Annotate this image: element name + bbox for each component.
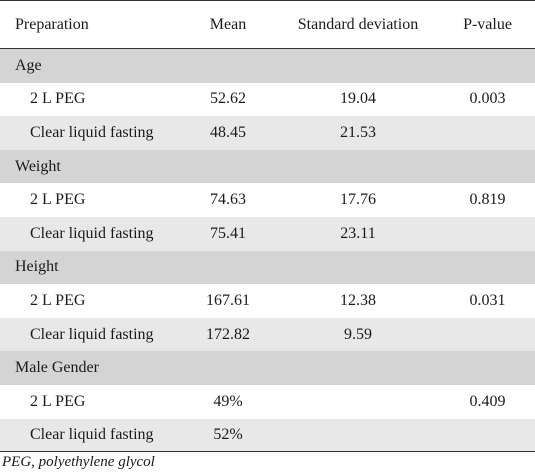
preparation-cell: Clear liquid fasting bbox=[30, 425, 154, 443]
table-row: 2 L PEG 52.62 19.04 0.003 bbox=[0, 82, 535, 117]
table-row: Clear liquid fasting 75.41 23.11 bbox=[0, 216, 535, 251]
table-row: 2 L PEG 167.61 12.38 0.031 bbox=[0, 284, 535, 318]
data-table: Preparation Mean Standard deviation P-va… bbox=[0, 0, 535, 453]
group-row-male-gender: Male Gender bbox=[0, 351, 535, 385]
preparation-cell: 2 L PEG bbox=[30, 191, 86, 209]
group-row-age: Age bbox=[0, 49, 535, 83]
table-row: 2 L PEG 49% 0.409 bbox=[0, 384, 535, 419]
table-footnote: PEG, polyethylene glycol bbox=[2, 454, 155, 471]
table-row: Clear liquid fasting 52% bbox=[0, 418, 535, 453]
mean-cell: 167.61 bbox=[206, 291, 250, 309]
table-header-row: Preparation Mean Standard deviation P-va… bbox=[0, 1, 535, 49]
header-mean: Mean bbox=[209, 15, 247, 33]
group-label: Weight bbox=[15, 157, 61, 175]
mean-cell: 52.62 bbox=[210, 90, 246, 108]
preparation-cell: 2 L PEG bbox=[30, 90, 86, 108]
table-row: 2 L PEG 74.63 17.76 0.819 bbox=[0, 183, 535, 217]
mean-cell: 75.41 bbox=[210, 224, 246, 242]
sd-cell: 21.53 bbox=[340, 123, 376, 141]
group-label: Male Gender bbox=[15, 359, 99, 377]
group-row-weight: Weight bbox=[0, 149, 535, 184]
group-label: Age bbox=[15, 56, 42, 74]
sd-cell: 9.59 bbox=[344, 325, 372, 343]
preparation-cell: Clear liquid fasting bbox=[30, 123, 154, 141]
preparation-cell: 2 L PEG bbox=[30, 392, 86, 410]
sd-cell: 17.76 bbox=[340, 191, 376, 209]
p-value-cell: 0.003 bbox=[469, 90, 506, 108]
header-p-value: P-value bbox=[463, 15, 512, 33]
mean-cell: 48.45 bbox=[210, 123, 246, 141]
header-preparation: Preparation bbox=[15, 15, 89, 33]
group-label: Height bbox=[15, 258, 59, 276]
mean-cell: 74.63 bbox=[210, 191, 246, 209]
p-value-cell: 0.819 bbox=[469, 191, 506, 209]
p-value-cell: 0.409 bbox=[469, 392, 506, 410]
table-row: Clear liquid fasting 172.82 9.59 bbox=[0, 317, 535, 352]
header-standard-deviation: Standard deviation bbox=[297, 15, 419, 33]
mean-cell: 49% bbox=[213, 392, 243, 410]
sd-cell: 19.04 bbox=[340, 90, 376, 108]
p-value-cell: 0.031 bbox=[469, 291, 506, 309]
preparation-cell: Clear liquid fasting bbox=[30, 325, 154, 343]
preparation-cell: 2 L PEG bbox=[30, 291, 86, 309]
sd-cell: 23.11 bbox=[340, 224, 376, 242]
table-row: Clear liquid fasting 48.45 21.53 bbox=[0, 116, 535, 150]
mean-cell: 52% bbox=[213, 425, 243, 443]
preparation-cell: Clear liquid fasting bbox=[30, 224, 154, 242]
sd-cell: 12.38 bbox=[340, 291, 376, 309]
group-row-height: Height bbox=[0, 250, 535, 285]
mean-cell: 172.82 bbox=[206, 325, 250, 343]
